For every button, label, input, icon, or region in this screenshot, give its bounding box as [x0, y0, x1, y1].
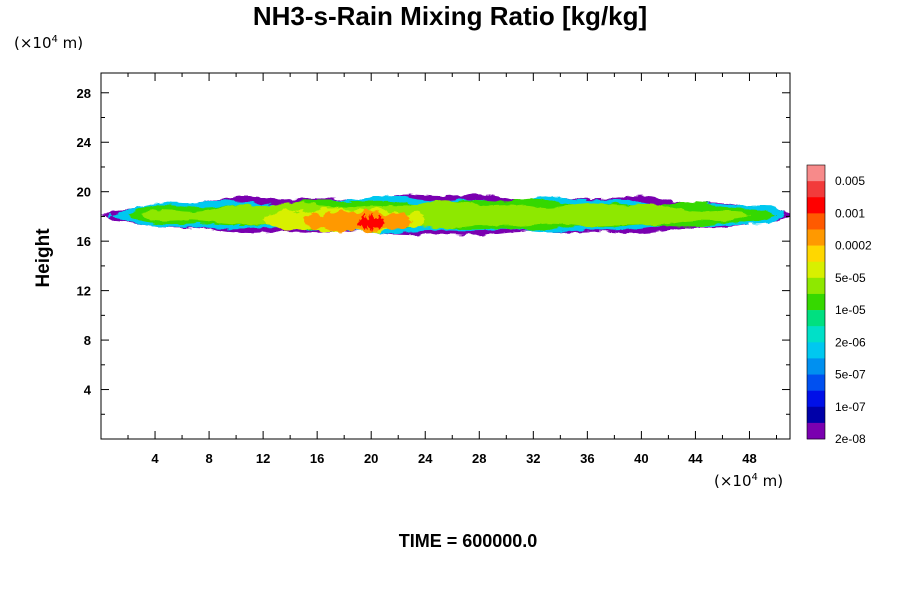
x-tick-label: 20 — [364, 451, 378, 466]
y-tick-label: 4 — [84, 383, 92, 398]
colorbar-swatch — [807, 390, 825, 408]
colorbar-swatch — [807, 245, 825, 263]
field-contour-band — [303, 208, 412, 234]
colorbar-label: 1e-07 — [835, 400, 866, 414]
colorbar-swatch — [807, 342, 825, 359]
colorbar-swatch — [807, 310, 825, 327]
colorbar-swatch — [807, 293, 825, 311]
x-tick-label: 4 — [151, 451, 159, 466]
colorbar-swatch — [807, 197, 825, 214]
colorbar-swatch — [807, 374, 825, 391]
x-tick-label: 40 — [634, 451, 648, 466]
colorbar-frame — [806, 164, 826, 440]
x-axis-unit: (×104 m) — [714, 472, 784, 490]
y-tick-label: 20 — [77, 185, 91, 200]
x-tick-label: 8 — [205, 451, 212, 466]
colorbar-label: 2e-06 — [835, 335, 866, 349]
colorbar-swatch — [807, 422, 825, 440]
colorbar-label: 0.0002 — [835, 239, 872, 253]
chart-title: NH3-s-Rain Mixing Ratio [kg/kg] — [252, 1, 648, 31]
y-tick-label: 28 — [77, 86, 91, 101]
plot-frame — [100, 72, 791, 440]
y-tick-label: 24 — [77, 135, 92, 150]
colorbar-swatch — [807, 358, 825, 375]
colorbar-label: 2e-08 — [835, 432, 866, 446]
colorbar-swatch — [807, 277, 825, 295]
colorbar-swatch — [807, 213, 825, 230]
x-tick-label: 44 — [688, 451, 703, 466]
x-tick-label: 32 — [526, 451, 540, 466]
field-contour-band — [357, 213, 385, 231]
colorbar-label: 5e-07 — [835, 368, 866, 382]
x-tick-label: 16 — [310, 451, 324, 466]
y-tick-label: 8 — [84, 333, 91, 348]
x-tick-label: 36 — [580, 451, 594, 466]
y-axis-ticks: 4 8 12 16 20 24 28 — [77, 86, 790, 415]
x-tick-label: 28 — [472, 451, 486, 466]
colorbar-swatch — [807, 181, 825, 198]
y-tick-label: 16 — [77, 234, 91, 249]
colorbar-label: 5e-05 — [835, 271, 866, 285]
x-tick-label: 24 — [418, 451, 433, 466]
colorbar-label: 0.001 — [835, 206, 865, 220]
colorbar-label: 1e-05 — [835, 303, 866, 317]
mixing-ratio-field — [101, 194, 790, 236]
y-tick-label: 12 — [77, 284, 91, 299]
x-tick-label: 12 — [256, 451, 270, 466]
colorbar-swatch — [807, 326, 825, 343]
colorbar-swatch — [807, 229, 825, 246]
colorbar-swatch — [807, 406, 825, 424]
colorbar-swatch — [807, 165, 825, 182]
colorbar-swatch — [807, 261, 825, 279]
colorbar-label: 0.005 — [835, 174, 865, 188]
x-axis-ticks: 4 8 12 16 20 24 28 32 36 40 44 48 — [127, 73, 777, 466]
x-tick-label: 48 — [742, 451, 756, 466]
time-label: TIME = 600000.0 — [398, 531, 538, 551]
y-axis-unit: (×104 m) — [14, 34, 84, 52]
colorbar: 0.005 0.001 0.0002 5e-05 1e-05 2e-06 5e-07 1e-0… — [806, 164, 872, 446]
